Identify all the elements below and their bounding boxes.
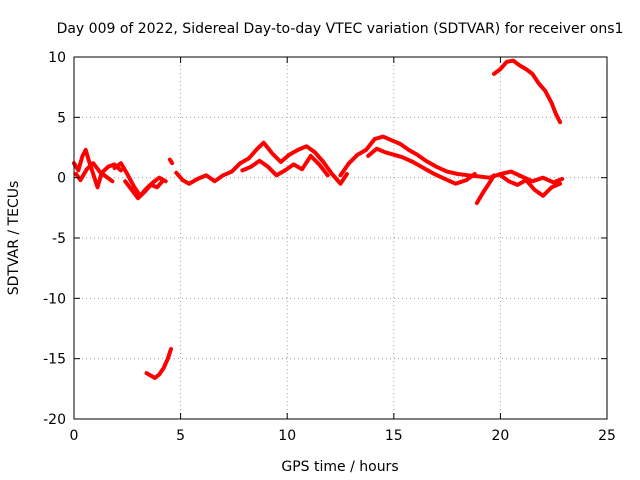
x-tick-label-2: 10 [278,428,296,444]
series-arc-13 [144,347,173,380]
y-tick-label-2: -10 [43,291,66,307]
series-arc-4 [123,178,166,201]
series-arc-2 [74,161,115,184]
series-arc-12 [492,58,563,125]
series-arc-10 [474,173,496,205]
x-tick-label-5: 25 [598,428,616,444]
y-axis-label: SDTVAR / TECUs [6,181,22,296]
axis-ticks: 0 5 10 15 20 25 -20 -15 -10 -5 0 5 10 [43,50,616,444]
y-tick-label-3: -5 [52,231,66,247]
series-arc-8 [338,134,565,185]
x-tick-label-0: 0 [70,428,79,444]
series-arc-5 [167,157,175,166]
series-arc-1 [72,147,123,190]
series-arc-11 [498,173,563,198]
x-tick-label-4: 20 [491,428,509,444]
series-arc-7 [240,153,330,178]
data-series [72,58,565,380]
chart-title: Day 009 of 2022, Sidereal Day-to-day VTE… [57,21,624,37]
x-tick-label-3: 15 [385,428,403,444]
series-arc-6 [174,140,349,186]
y-tick-label-6: 10 [48,50,66,66]
y-tick-label-0: -20 [43,412,66,428]
x-axis-label: GPS time / hours [281,459,398,475]
y-tick-label-1: -15 [43,352,66,368]
y-tick-label-5: 5 [57,110,66,126]
plot-frame [73,56,608,420]
y-tick-label-4: 0 [57,171,66,187]
grid [74,57,607,419]
series-arc-3 [112,161,168,198]
x-tick-label-1: 5 [176,428,185,444]
series-arc-9 [366,146,477,186]
